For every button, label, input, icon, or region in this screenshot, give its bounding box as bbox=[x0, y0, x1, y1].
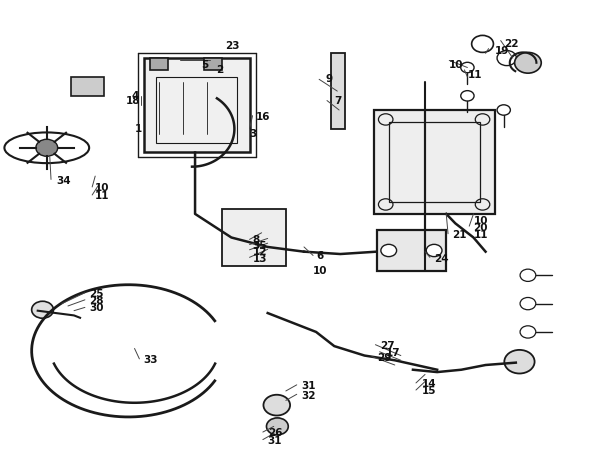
Text: 31: 31 bbox=[268, 436, 282, 446]
Text: 21: 21 bbox=[452, 230, 467, 240]
Text: 18: 18 bbox=[125, 95, 140, 105]
Text: 31: 31 bbox=[301, 381, 316, 391]
Bar bbox=[204, 58, 223, 70]
Text: 7: 7 bbox=[334, 95, 342, 105]
Text: 30: 30 bbox=[89, 304, 103, 314]
Text: 19: 19 bbox=[495, 46, 509, 56]
Text: 33: 33 bbox=[143, 355, 158, 365]
Text: 8: 8 bbox=[252, 235, 260, 245]
Circle shape bbox=[504, 350, 534, 373]
Text: 25: 25 bbox=[89, 289, 103, 299]
Text: 10: 10 bbox=[474, 216, 488, 226]
Bar bbox=[331, 53, 345, 129]
Bar bbox=[376, 230, 446, 271]
Text: 11: 11 bbox=[468, 69, 482, 80]
Bar bbox=[150, 58, 168, 70]
Circle shape bbox=[426, 244, 442, 256]
Text: 6: 6 bbox=[316, 251, 323, 261]
Text: 10: 10 bbox=[449, 60, 464, 70]
Text: 3: 3 bbox=[249, 129, 257, 139]
Bar bbox=[223, 209, 286, 266]
Text: 34: 34 bbox=[56, 176, 71, 186]
Bar bbox=[156, 77, 238, 143]
Text: 1: 1 bbox=[134, 124, 142, 134]
Text: 26: 26 bbox=[268, 428, 282, 438]
Circle shape bbox=[36, 139, 58, 156]
Text: 10: 10 bbox=[313, 266, 328, 276]
Bar bbox=[389, 122, 480, 202]
Circle shape bbox=[32, 301, 54, 318]
Text: 11: 11 bbox=[474, 230, 488, 240]
Text: 9: 9 bbox=[325, 74, 333, 84]
Text: 4: 4 bbox=[131, 91, 139, 101]
Text: 29: 29 bbox=[376, 353, 391, 363]
Text: 5: 5 bbox=[201, 60, 209, 70]
Circle shape bbox=[263, 395, 290, 416]
Bar bbox=[373, 110, 495, 214]
Text: 12: 12 bbox=[252, 247, 267, 256]
Circle shape bbox=[514, 52, 541, 73]
Text: 32: 32 bbox=[301, 391, 316, 401]
Text: 35: 35 bbox=[252, 240, 267, 250]
Text: 24: 24 bbox=[434, 254, 449, 264]
Text: 22: 22 bbox=[503, 39, 518, 49]
Circle shape bbox=[266, 418, 288, 435]
Text: 2: 2 bbox=[216, 65, 224, 75]
Text: 20: 20 bbox=[474, 223, 488, 233]
Text: 13: 13 bbox=[252, 254, 267, 264]
Bar bbox=[71, 77, 105, 96]
Text: 15: 15 bbox=[422, 386, 437, 396]
Text: 10: 10 bbox=[95, 183, 109, 193]
Text: 16: 16 bbox=[255, 112, 270, 122]
Text: 23: 23 bbox=[226, 41, 240, 51]
Bar bbox=[143, 58, 249, 152]
Text: 27: 27 bbox=[379, 341, 394, 351]
Text: 17: 17 bbox=[385, 348, 400, 358]
Text: 11: 11 bbox=[95, 191, 109, 201]
Circle shape bbox=[381, 244, 396, 256]
Text: 28: 28 bbox=[89, 296, 103, 306]
Text: 14: 14 bbox=[422, 379, 437, 389]
